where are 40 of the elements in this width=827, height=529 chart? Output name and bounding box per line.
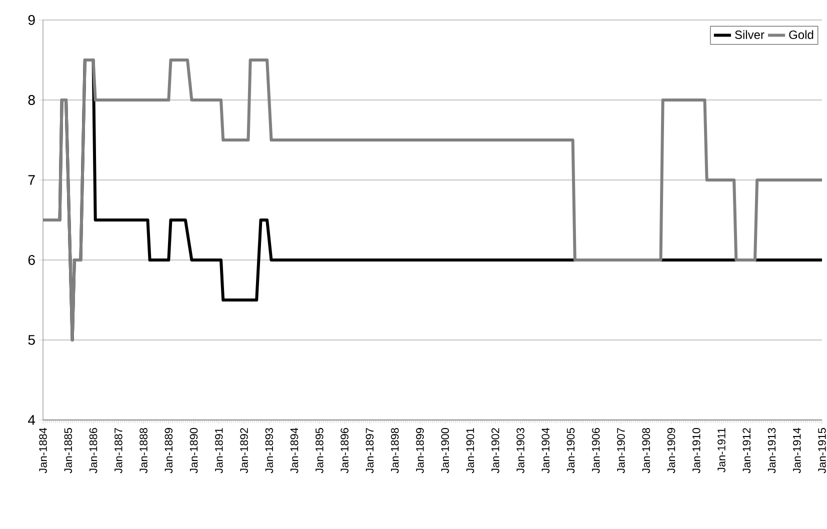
x-tick-label: Jan-1898 — [390, 428, 399, 474]
x-tick-label: Jan-1885 — [64, 428, 72, 474]
x-tick-label: Jan-1899 — [416, 428, 424, 474]
x-tick-label: Jan-1909 — [667, 428, 676, 474]
x-tick-label: Jan-1884 — [39, 428, 47, 474]
legend-label: Silver — [735, 30, 764, 39]
y-tick-label: 9 — [28, 15, 35, 25]
x-tick-label: Jan-1901 — [466, 428, 474, 474]
y-tick-label: 8 — [28, 95, 35, 105]
y-tick-label: 7 — [28, 175, 35, 185]
x-tick-label: Jan-1890 — [190, 428, 198, 474]
y-tick-label: 5 — [28, 335, 35, 345]
x-tick-label: Jan-1905 — [566, 428, 575, 474]
x-tick-label: Jan-1904 — [542, 428, 550, 474]
x-tick-label: Jan-1913 — [768, 428, 776, 474]
x-tick-label: Jan-1911 — [718, 428, 726, 472]
x-tick-label: Jan-1886 — [89, 428, 98, 474]
x-tick-label: Jan-1906 — [592, 428, 600, 474]
x-tick-label: Jan-1891 — [215, 428, 223, 474]
x-tick-label: Jan-1910 — [692, 428, 700, 474]
x-tick-label: Jan-1903 — [516, 428, 524, 474]
y-tick-label: 4 — [28, 415, 36, 425]
legend-label: Gold — [789, 30, 814, 39]
x-tick-label: Jan-1897 — [366, 428, 374, 474]
y-tick-label: 6 — [28, 255, 35, 265]
x-tick-label: Jan-1894 — [290, 428, 298, 474]
x-tick-label: Jan-1914 — [792, 428, 801, 474]
x-tick-label: Jan-1892 — [240, 428, 248, 474]
x-tick-label: Jan-1900 — [441, 428, 449, 474]
x-tick-label: Jan-1888 — [140, 428, 148, 474]
x-tick-label: Jan-1915 — [818, 428, 826, 474]
x-tick-label: Jan-1893 — [265, 428, 274, 474]
x-tick-label: Jan-1907 — [617, 428, 625, 474]
x-tick-label: Jan-1902 — [491, 428, 500, 474]
x-tick-label: Jan-1895 — [316, 428, 324, 474]
x-tick-label: Jan-1889 — [164, 428, 173, 474]
x-tick-label: Jan-1912 — [742, 428, 751, 474]
x-tick-label: Jan-1887 — [114, 428, 122, 474]
x-tick-label: Jan-1896 — [340, 428, 348, 474]
x-tick-label: Jan-1908 — [642, 428, 650, 474]
